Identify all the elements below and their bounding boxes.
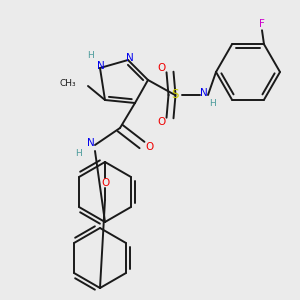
Text: H: H [76,148,82,158]
Text: F: F [259,19,265,29]
Text: CH₃: CH₃ [59,80,76,88]
Text: O: O [146,142,154,152]
Text: N: N [200,88,208,98]
Text: O: O [158,117,166,127]
Text: O: O [158,63,166,73]
Text: N: N [97,61,105,71]
Text: H: H [208,98,215,107]
Text: H: H [87,52,93,61]
Text: N: N [126,53,134,63]
Text: O: O [101,178,109,188]
Text: S: S [171,88,179,101]
Text: N: N [87,138,95,148]
